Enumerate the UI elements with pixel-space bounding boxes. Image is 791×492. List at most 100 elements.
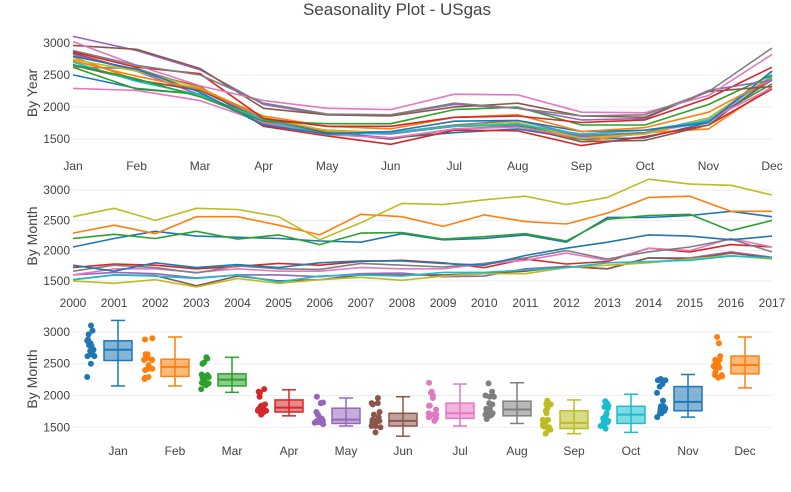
by-month-xtick-label: 2005 — [265, 296, 292, 310]
box-aug[interactable] — [482, 380, 532, 425]
by-year-xtick-label: Jan — [63, 159, 82, 173]
by-month-series-nov[interactable] — [72, 234, 773, 273]
box-jul-point — [428, 388, 435, 395]
by-month-xtick-label: 2015 — [676, 296, 703, 310]
by-year-series-2004[interactable] — [72, 53, 773, 138]
box-aug-point — [485, 380, 492, 387]
box-apr[interactable] — [254, 386, 304, 418]
box-xtick-label: Aug — [506, 444, 527, 458]
by-year-series-2010[interactable] — [72, 55, 773, 135]
by-month-series-jul[interactable] — [72, 237, 773, 276]
by-year-ytick-label: 2500 — [43, 68, 70, 82]
box-aug-point — [486, 405, 493, 412]
by-year-xtick-label: Sep — [571, 159, 593, 173]
by-month-xtick-label: 2007 — [347, 296, 374, 310]
by-month-series-dec[interactable] — [72, 178, 773, 241]
box-apr-point — [258, 403, 265, 410]
by-month-xtick-label: 2003 — [183, 296, 210, 310]
by-year-ytick-label: 1500 — [43, 132, 70, 146]
box-jun-point — [377, 424, 384, 431]
panel2-ylabel: By Month — [24, 206, 40, 265]
by-month-series-mar[interactable] — [72, 213, 773, 246]
box-jan-point — [85, 331, 92, 338]
by-month-series-sep[interactable] — [72, 254, 773, 288]
by-year-series-2015[interactable] — [72, 44, 773, 119]
by-year-xtick-label: Mar — [190, 159, 211, 173]
by-year-xtick-label: Aug — [507, 159, 528, 173]
by-year-series-2003[interactable] — [72, 52, 773, 147]
box-xtick-label: Jun — [393, 444, 412, 458]
box-nov[interactable] — [654, 373, 703, 421]
box-apr-point — [261, 386, 268, 393]
box-may-point — [320, 399, 327, 406]
by-month-series-aug[interactable] — [72, 238, 773, 274]
box-xtick-label: Nov — [677, 444, 698, 458]
box-aug-point — [489, 388, 496, 395]
box-feb[interactable] — [141, 335, 190, 387]
box-xtick-label: Oct — [622, 444, 641, 458]
box-jan-point — [84, 336, 91, 343]
box-xtick-label: Mar — [222, 444, 243, 458]
panel1-ylabel: By Year — [24, 69, 40, 118]
box-jan[interactable] — [84, 319, 133, 387]
box-apr-body — [274, 399, 304, 413]
by-year-xtick-label: Nov — [698, 159, 719, 173]
by-month-xtick-label: 2000 — [60, 296, 87, 310]
by-month-xtick-label: 2014 — [635, 296, 662, 310]
box-may-body — [331, 407, 361, 425]
box-mar-point — [202, 382, 209, 389]
by-month-xtick-label: 2016 — [718, 296, 745, 310]
box-dec-point — [715, 340, 722, 347]
box-may-point — [313, 393, 320, 400]
by-year-series-2017[interactable] — [72, 47, 773, 117]
by-month-xtick-label: 2010 — [471, 296, 498, 310]
by-year-xtick-label: Apr — [254, 159, 273, 173]
by-year-ytick-label: 3000 — [43, 36, 70, 50]
box-mar[interactable] — [198, 354, 247, 394]
box-jun-point — [372, 423, 379, 429]
box-feb-point — [142, 351, 149, 358]
by-month-ytick-label: 2500 — [43, 213, 70, 227]
by-month-series-feb[interactable] — [72, 195, 772, 236]
box-mar-point — [198, 386, 205, 393]
box-jun-point — [369, 401, 376, 408]
box-jul[interactable] — [425, 379, 475, 427]
box-sep[interactable] — [539, 397, 589, 437]
by-month-xtick-label: 2013 — [594, 296, 621, 310]
box-jun-point — [372, 429, 379, 436]
box-jun-point — [375, 414, 382, 421]
box-aug-point — [488, 412, 495, 419]
box-oct-point — [604, 400, 610, 407]
box-ytick-label: 2500 — [43, 357, 70, 371]
box-dec-point — [714, 334, 721, 340]
box-dec[interactable] — [710, 334, 760, 389]
box-oct-point — [602, 425, 609, 432]
by-month-xtick-label: 2009 — [430, 296, 457, 310]
by-month-series-oct[interactable] — [72, 255, 773, 283]
by-year-series-2016[interactable] — [72, 40, 773, 114]
box-apr-point — [255, 388, 262, 395]
box-jul-point — [425, 410, 432, 417]
box-feb-point — [142, 367, 149, 374]
by-year-xtick-label: May — [316, 159, 339, 173]
by-year-series-2012[interactable] — [72, 63, 773, 126]
box-sep-point — [544, 416, 551, 423]
box-oct[interactable] — [597, 393, 646, 434]
box-dec-point — [718, 372, 725, 379]
box-xtick-label: May — [335, 444, 358, 458]
box-ytick-label: 2000 — [43, 388, 70, 402]
by-year-xtick-label: Oct — [636, 159, 655, 173]
box-jan-point — [89, 350, 96, 357]
box-mar-point — [205, 374, 212, 380]
by-year-series-2011[interactable] — [72, 60, 773, 133]
by-month-xtick-label: 2017 — [759, 296, 786, 310]
by-month-xtick-label: 2004 — [224, 296, 251, 310]
box-may[interactable] — [311, 393, 361, 428]
by-month-series-jan[interactable] — [72, 210, 773, 248]
box-jan-point — [86, 342, 93, 349]
box-jun[interactable] — [368, 395, 418, 437]
box-xtick-label: Feb — [165, 444, 186, 458]
box-sep-point — [543, 401, 550, 408]
